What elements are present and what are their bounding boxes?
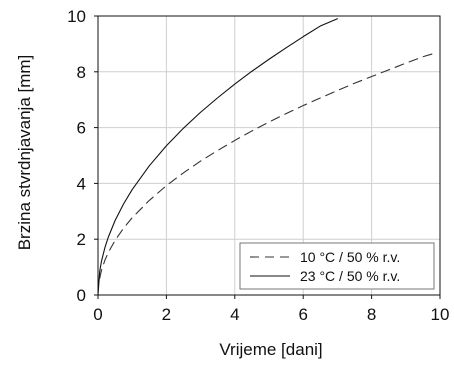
x-axis-label: Vrijeme [dani] — [219, 340, 322, 359]
x-tick-label-8: 8 — [367, 305, 376, 324]
y-tick-label-10: 10 — [67, 7, 86, 26]
axis-ticks: 0 2 4 6 8 10 0 2 4 6 8 10 — [67, 7, 449, 324]
series-line-1 — [97, 18, 338, 296]
y-tick-label-2: 2 — [77, 230, 86, 249]
x-tick-label-4: 4 — [230, 305, 239, 324]
y-tick-label-8: 8 — [77, 63, 86, 82]
legend-box — [239, 242, 435, 290]
y-tick-label-6: 6 — [77, 119, 86, 138]
y-axis-label: Brzina stvrdnjavanja [mm] — [15, 55, 34, 251]
y-tick-label-0: 0 — [77, 286, 86, 305]
grid — [98, 16, 440, 295]
y-tick-label-4: 4 — [77, 174, 86, 193]
legend: 10 °C / 50 % r.v. 23 °C / 50 % r.v. — [239, 242, 435, 290]
x-tick-label-0: 0 — [93, 305, 102, 324]
series-lines — [97, 18, 434, 296]
x-tick-label-10: 10 — [431, 305, 450, 324]
x-tick-label-6: 6 — [298, 305, 307, 324]
plot-frame — [97, 15, 441, 296]
series-line-0 — [99, 53, 434, 279]
legend-label-23c: 23 °C / 50 % r.v. — [300, 268, 400, 284]
x-tick-label-2: 2 — [162, 305, 171, 324]
legend-label-10c: 10 °C / 50 % r.v. — [300, 249, 400, 265]
